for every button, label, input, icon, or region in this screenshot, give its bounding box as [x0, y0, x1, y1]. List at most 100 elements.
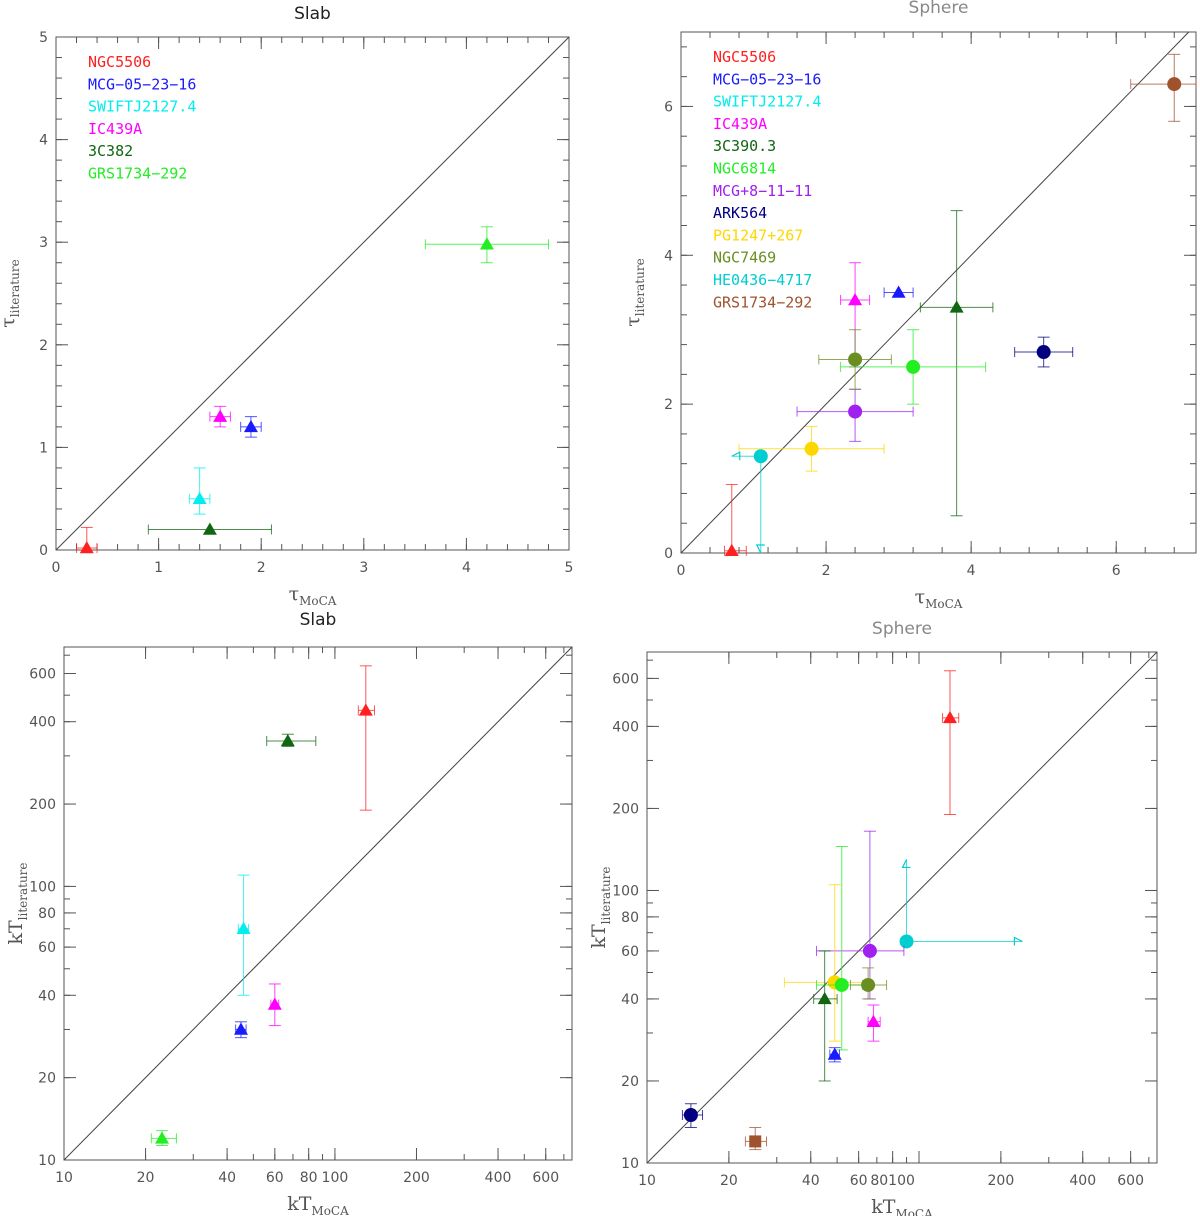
- x-tick-label: 1: [154, 560, 163, 576]
- y-tick-label: 80: [621, 910, 639, 926]
- y-tick-label: 10: [621, 1156, 639, 1172]
- marker-3C382: [280, 734, 295, 747]
- y-axis-label: τliterature: [622, 258, 647, 326]
- legend-entry: NGC5506: [713, 48, 776, 66]
- x-tick-label: 80: [300, 1170, 318, 1186]
- marker-3C390.3: [949, 300, 964, 313]
- data-point-MCG-05-23-16: [883, 285, 914, 298]
- y-tick-label: 5: [39, 30, 48, 46]
- data-point-MCG-05-23-16: [240, 416, 262, 438]
- one-to-one-line: [646, 651, 1158, 1164]
- plot-frame: [680, 31, 1197, 554]
- x-tick-label: 3: [359, 560, 368, 576]
- legend-entry: PG1247+267: [713, 226, 803, 244]
- x-tick-label: 5: [565, 560, 574, 576]
- marker-MCG+8-11-11: [848, 404, 863, 419]
- data-point-NGC5506: [724, 484, 747, 557]
- y-tick-label: 40: [38, 988, 56, 1004]
- x-tick-label: 6: [1112, 563, 1121, 579]
- marker-3C390.3: [817, 991, 832, 1005]
- y-tick-label: 600: [29, 667, 56, 683]
- arrow-up: [901, 859, 911, 869]
- x-tick-label: 600: [1117, 1173, 1144, 1189]
- y-tick-label: 4: [664, 248, 673, 264]
- data-point-3C390.3: [919, 210, 994, 517]
- legend-entry: 3C390.3: [713, 137, 776, 155]
- plot-frame: [646, 651, 1158, 1164]
- data-point-ARK564: [1014, 336, 1074, 368]
- marker-HE0436-4717: [753, 449, 768, 464]
- marker-SWIFTJ2127.4: [236, 921, 251, 935]
- plot-frame: [63, 646, 573, 1161]
- y-tick-label: 0: [39, 543, 48, 559]
- arrow-right: [1013, 936, 1023, 946]
- x-tick-label: 4: [462, 560, 471, 576]
- x-axis-label-sub: MoCA: [895, 1207, 933, 1216]
- marker-NGC6814: [906, 359, 921, 374]
- x-tick-label: 0: [52, 560, 61, 576]
- data-point-MCG-05-23-16: [827, 1047, 842, 1063]
- panel-title: Sphere: [872, 619, 932, 639]
- y-axis-label: τliterature: [0, 259, 22, 327]
- marker-GRS1734-292_slab: [479, 237, 494, 250]
- marker-NGC5506: [79, 540, 94, 554]
- data-point-HE0436-4717: [899, 859, 1023, 949]
- x-tick-label: 20: [137, 1170, 155, 1186]
- y-tick-label: 3: [39, 235, 48, 251]
- legend-entry: MCG−05−23−16: [713, 70, 821, 88]
- y-axis-label-sub: literature: [633, 258, 647, 316]
- marker-MCG-05-23-16: [233, 1022, 248, 1035]
- x-tick-label: 200: [403, 1170, 430, 1186]
- arrow-left: [731, 451, 741, 461]
- x-axis-label: kTMoCA: [287, 1193, 349, 1216]
- legend-entry: GRS1734−292: [88, 165, 187, 183]
- y-tick-label: 1: [39, 440, 48, 456]
- y-tick-label: 6: [664, 99, 673, 115]
- marker-PG1247+267: [804, 441, 819, 456]
- x-tick-label: 200: [988, 1173, 1015, 1189]
- data-point-NGC6814: [816, 845, 864, 1051]
- data-point-NGC7469: [818, 329, 892, 390]
- data-point-GRS1734-292_slab: [150, 1130, 177, 1146]
- one-to-one-line: [680, 31, 1190, 554]
- y-tick-label: 20: [621, 1074, 639, 1090]
- legend-entry: NGC6814: [713, 160, 776, 178]
- panel-title: Slab: [294, 4, 331, 24]
- legend-entry: IC439A: [88, 120, 142, 138]
- panel-title: Sphere: [909, 0, 969, 18]
- marker-3C382: [202, 522, 217, 535]
- y-tick-label: 2: [664, 397, 673, 413]
- data-point-NGC5506: [76, 526, 98, 554]
- x-axis-label-sub: MoCA: [925, 597, 963, 611]
- marker-NGC5506: [724, 543, 739, 557]
- x-tick-label: 80100: [870, 1173, 915, 1189]
- marker-MCG-05-23-16: [891, 285, 906, 298]
- legend-entry: SWIFTJ2127.4: [88, 98, 196, 116]
- data-point-3C382: [266, 733, 317, 747]
- y-tick-label: 20: [38, 1071, 56, 1087]
- marker-MCG+8-11-11: [862, 943, 877, 958]
- legend-entry: 3C382: [88, 142, 133, 160]
- y-tick-label: 40: [621, 992, 639, 1008]
- x-axis-label: τMoCA: [915, 586, 963, 611]
- one-to-one-line: [63, 646, 573, 1161]
- x-tick-label: 400: [1069, 1173, 1096, 1189]
- y-tick-label: 80: [38, 906, 56, 922]
- y-tick-label: 100: [612, 883, 639, 899]
- x-tick-label: 2: [257, 560, 266, 576]
- data-point-NGC5506: [941, 670, 960, 816]
- legend-entry: NGC5506: [88, 53, 151, 71]
- marker-GRS1734-292_slab: [155, 1131, 170, 1144]
- y-axis-label-sub: literature: [8, 259, 22, 317]
- x-tick-label: 40: [802, 1173, 820, 1189]
- legend-entry: NGC7469: [713, 249, 776, 267]
- x-tick-label: 40: [218, 1170, 236, 1186]
- data-point-PG1247+267: [783, 884, 871, 1042]
- data-point-GRS1734-292_slab: [424, 226, 549, 264]
- data-point-IC439A: [209, 405, 231, 428]
- x-tick-label: 400: [485, 1170, 512, 1186]
- legend-entry: IC439A: [713, 115, 767, 133]
- y-axis-label-sub: literature: [16, 862, 30, 920]
- data-point-PG1247+267: [738, 425, 885, 472]
- y-tick-label: 10: [38, 1153, 56, 1169]
